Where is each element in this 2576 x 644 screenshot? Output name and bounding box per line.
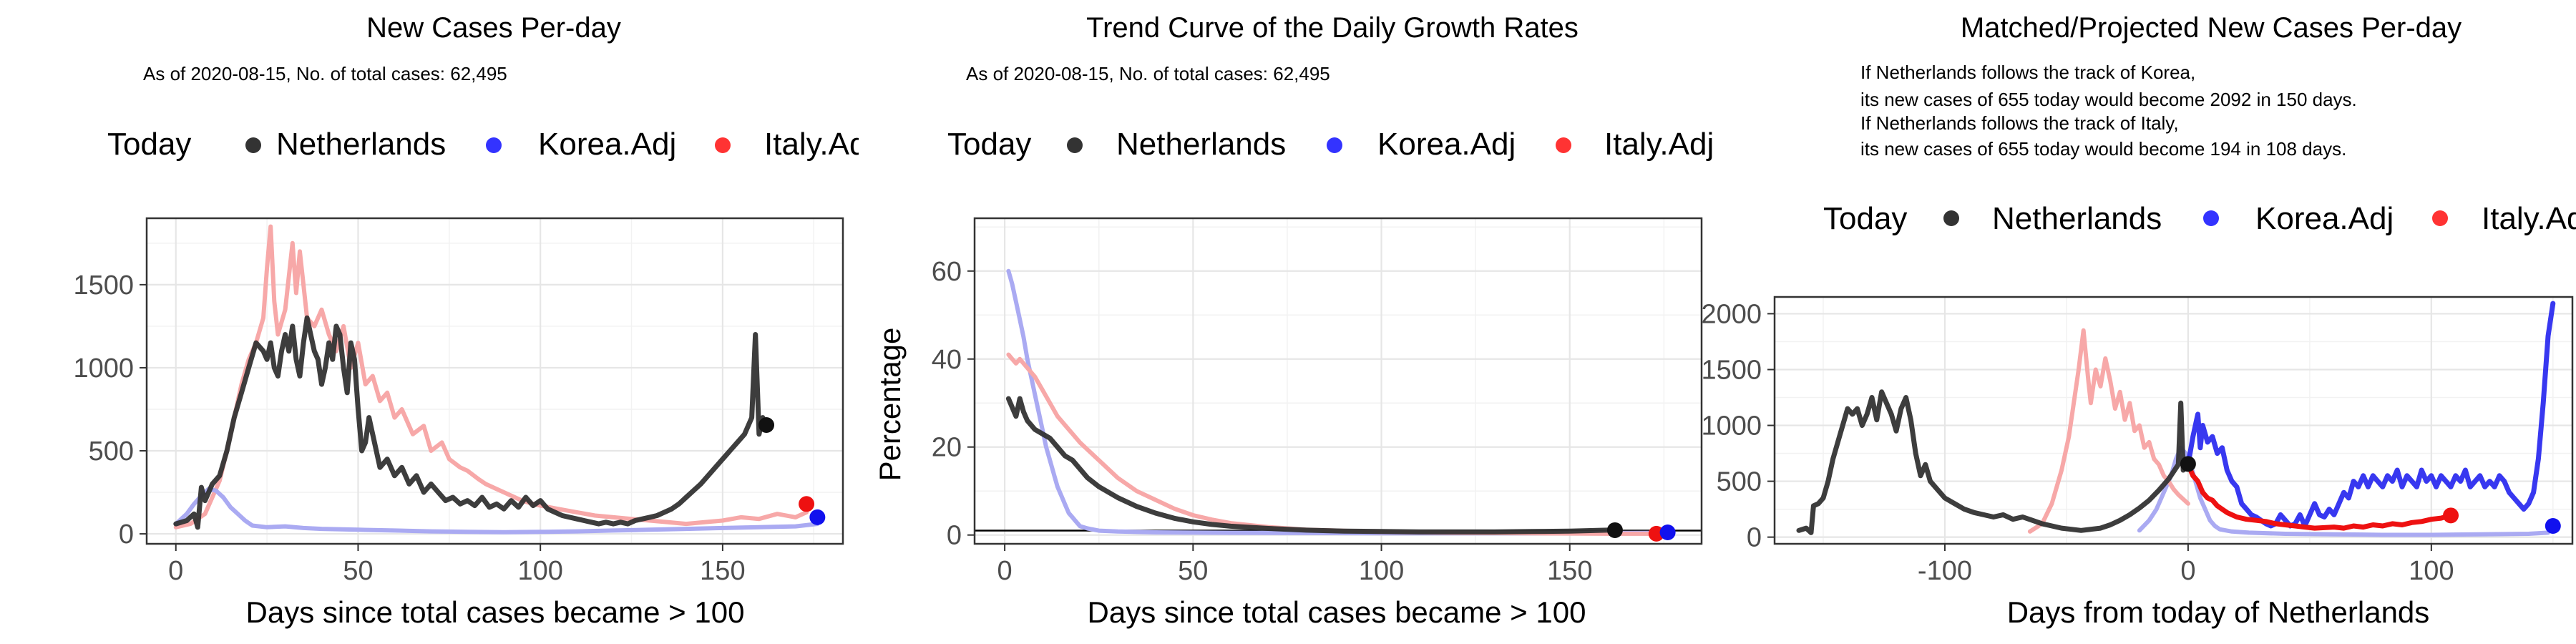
panel-right-today-point-korea-adj xyxy=(2545,518,2561,535)
panel-middle-xtick-label: 150 xyxy=(1547,556,1592,586)
panel-middle-series-korea-adj xyxy=(1006,268,1670,536)
panel-right-note-line-4: its new cases of 655 today would become … xyxy=(1860,138,2346,160)
panel-right-series-group xyxy=(1796,301,2556,537)
panel-right-series-italy-adj-past xyxy=(2027,328,2190,534)
panel-middle-ytick-label: 40 xyxy=(932,345,962,375)
panel-left-today-point-netherlands xyxy=(758,417,775,434)
legend-middle-label-korea: Korea.Adj xyxy=(1377,127,1516,162)
panel-right-xlabel: Days from today of Netherlands xyxy=(2007,595,2430,629)
panel-middle-plot: 0 50 100 150 0 20 40 60 xyxy=(932,217,1703,586)
panel-left-series-netherlands xyxy=(173,315,769,530)
legend-left-key-korea xyxy=(486,137,502,153)
panel-left-xtick-label: 50 xyxy=(343,556,373,586)
panel-right-note-line-2: its new cases of 655 today would become … xyxy=(1860,89,2357,110)
panel-right-border xyxy=(1773,296,2574,545)
panel-left-xtick-label: 0 xyxy=(168,556,183,586)
legend-left-label-netherlands: Netherlands xyxy=(276,127,446,162)
panel-left-ytick-label: 1500 xyxy=(73,270,134,301)
panel-middle-border xyxy=(973,217,1703,545)
legend-left-label-korea: Korea.Adj xyxy=(538,127,676,162)
panel-right-series-netherlands xyxy=(1796,389,2191,535)
panel-right-ytick-label: 1000 xyxy=(1701,411,1762,441)
legend-middle-key-korea xyxy=(1327,137,1342,153)
legend-right-label-korea: Korea.Adj xyxy=(2255,201,2394,236)
legend-left-title: Today xyxy=(107,127,191,162)
panel-left-title: New Cases Per-day xyxy=(366,12,621,44)
panel-middle-grid-major xyxy=(975,218,1702,544)
panel-left-xtick-label: 100 xyxy=(517,556,562,586)
panel-middle-series-italy-adj xyxy=(1006,352,1659,536)
panel-right-ytick-label: 500 xyxy=(1717,467,1762,497)
legend-left-key-italy xyxy=(715,137,731,153)
panel-right-series-italy-adj-projected xyxy=(2185,462,2454,531)
panel-right-xtick-label: 0 xyxy=(2180,556,2195,586)
legend-right-label-netherlands: Netherlands xyxy=(1992,201,2162,236)
legend-right-label-italy: Italy.Adj xyxy=(2482,201,2576,236)
panel-right-xtick-label: -100 xyxy=(1918,556,1972,586)
legend-right-key-korea xyxy=(2203,210,2219,226)
panel-middle-xtick-label: 100 xyxy=(1359,556,1404,586)
panel-middle-ytick-label: 0 xyxy=(947,521,962,551)
legend-middle-label-netherlands: Netherlands xyxy=(1116,127,1286,162)
legend-middle-key-italy xyxy=(1556,137,1571,153)
panel-middle-ylabel: Percentage xyxy=(873,328,907,482)
legend-right-title: Today xyxy=(1823,201,1907,236)
legend-middle: Today Netherlands Korea.Adj Italy.Adj xyxy=(947,127,1714,162)
legend-middle-title: Today xyxy=(947,127,1031,162)
panel-right-grid-minor xyxy=(1775,297,2572,544)
legend-left-key-netherlands xyxy=(245,137,261,153)
panel-middle-xtick-label: 0 xyxy=(997,556,1013,586)
panel-right-ytick-label: 0 xyxy=(1747,523,1762,553)
panel-left-border xyxy=(145,217,844,545)
panel-middle-xtick-label: 50 xyxy=(1178,556,1208,586)
panel-middle-ytick-label: 20 xyxy=(932,433,962,463)
legend-right-key-netherlands xyxy=(1943,210,1959,226)
panel-right-note-line-3: If Netherlands follows the track of Ital… xyxy=(1860,112,2179,134)
legend-left-label-italy: Italy.Adj xyxy=(764,127,874,162)
legend-left: Today Netherlands Korea.Adj Italy.Adj xyxy=(107,127,874,162)
panel-left-series-korea-adj xyxy=(173,487,820,535)
legend-middle-key-netherlands xyxy=(1067,137,1083,153)
panel-left-today-point-italy-adj xyxy=(799,496,815,512)
panel-middle-today-point-korea-adj xyxy=(1659,525,1676,541)
panel-left-grid-major xyxy=(147,218,843,544)
panel-right-ytick-label: 1500 xyxy=(1701,355,1762,385)
panel-left-ytick-label: 1000 xyxy=(73,353,134,384)
panel-left-ytick-label: 0 xyxy=(119,519,134,550)
panel-left-today-point-korea-adj xyxy=(809,509,826,525)
panel-left-subtitle: As of 2020-08-15, No. of total cases: 62… xyxy=(143,63,507,84)
panel-right-today-point-netherlands xyxy=(2180,456,2196,472)
panel-left-xtick-label: 150 xyxy=(700,556,745,586)
panel-left-xlabel: Days since total cases became > 100 xyxy=(246,595,745,629)
panel-left-series-italy-adj xyxy=(173,224,809,530)
panel-right-today-point-italy-adj xyxy=(2443,507,2459,524)
panel-right-note-line-1: If Netherlands follows the track of Kore… xyxy=(1860,62,2195,83)
panel-middle-grid-minor xyxy=(975,218,1702,544)
panel-right-xtick-label: 100 xyxy=(2409,556,2454,586)
panel-right-ytick-label: 2000 xyxy=(1701,299,1762,329)
legend-middle-label-italy: Italy.Adj xyxy=(1604,127,1714,162)
panel-middle-series-group xyxy=(1005,268,1670,536)
panel-right-series-korea-adj-projected xyxy=(2185,301,2556,529)
panel-left-grid-minor xyxy=(147,218,843,544)
panel-middle-title: Trend Curve of the Daily Growth Rates xyxy=(1086,12,1579,44)
panel-middle-ytick-label: 60 xyxy=(932,257,962,287)
panel-left-ytick-label: 500 xyxy=(89,436,134,467)
panel-middle-subtitle: As of 2020-08-15, No. of total cases: 62… xyxy=(966,63,1330,84)
panel-middle-series-netherlands xyxy=(1005,396,1618,535)
panel-left-series-group xyxy=(173,224,820,535)
panel-right-title: Matched/Projected New Cases Per-day xyxy=(1961,12,2462,44)
panel-middle-today-point-netherlands xyxy=(1606,522,1623,538)
panel-middle-xlabel: Days since total cases became > 100 xyxy=(1088,595,1586,629)
panel-right-grid-major xyxy=(1775,297,2572,544)
legend-right: Today Netherlands Korea.Adj Italy.Adj xyxy=(1823,201,2576,236)
legend-right-key-italy xyxy=(2432,210,2448,226)
